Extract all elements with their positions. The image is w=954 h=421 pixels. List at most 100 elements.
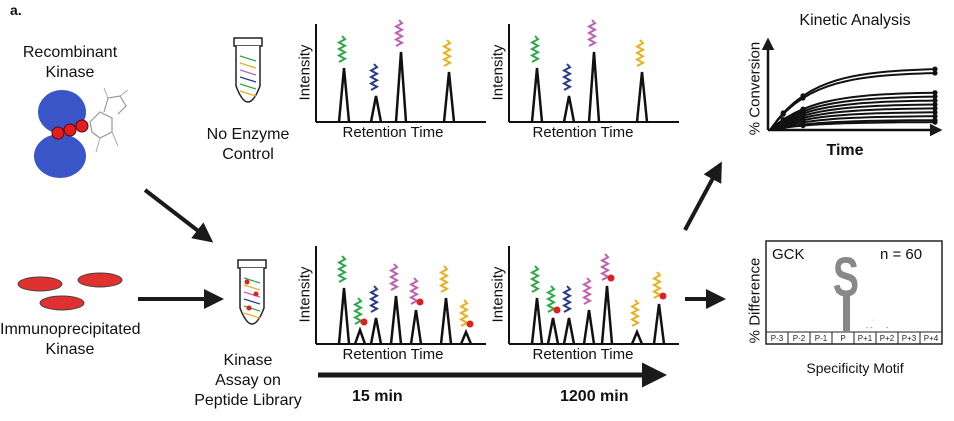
kinetic-point [932,105,938,112]
peptide-squiggle [529,35,541,63]
peptide-squiggle [352,297,364,325]
chrom-peak [635,71,649,123]
chrom-peak [409,309,423,345]
panel-label: a. [10,2,22,18]
motif-letter: S [833,246,859,309]
kinetic-curve [769,103,936,131]
chrom-peak [439,297,453,345]
no-enzyme-tube-icon [233,37,263,103]
phospho-dot [659,292,667,300]
chrom-peak [587,51,601,123]
kinetic-point [800,95,806,101]
chrom-peak [459,328,473,345]
motif-position-label: P-1 [815,334,828,343]
chromatogram-assay-15min [315,246,486,345]
chrom-peak [442,71,456,123]
peptide-squiggle [336,35,348,63]
chromatogram-control-early [315,19,486,123]
assay-label-line1: Kinase [223,352,273,369]
chrom-peak [389,295,403,345]
peptide-squiggle [629,299,641,327]
chrom-peak [562,317,576,345]
motif-stem [843,296,850,332]
kinetic-curve [769,115,935,131]
chrom-peak [546,317,560,345]
kinetic-point [932,90,938,96]
peptide-squiggle [336,255,348,283]
peptide-squiggle [388,263,400,291]
kinetic-curve [769,111,936,131]
motif-caption: Specificity Motif [806,360,904,376]
no-enzyme-label-line2: Control [222,146,274,163]
motif-position-label: P+4 [924,334,939,343]
chrom-d-xlabel: Retention Time [532,346,634,363]
recombinant-label-line2: Kinase [45,64,95,81]
motif-n-count: n = 60 [880,246,923,263]
peptide-squiggle [393,19,405,47]
peptide-squiggle [438,265,450,293]
assay-tube-icon [237,259,267,325]
chrom-peak [353,326,367,345]
kinetic-ylabel: % Conversion [746,41,764,136]
peptide-squiggle [441,39,453,67]
motif-position-axis: P-3 P-2 P-1 P P+1 P+2 P+3 P+4 [771,332,939,344]
no-enzyme-label-line1: No Enzyme [206,126,290,143]
peptide-squiggle [561,285,573,313]
peptide-squiggle [408,277,420,305]
specificity-motif-panel: P-3 P-2 P-1 P P+1 P+2 P+3 P+4 S - - · - [765,240,943,345]
immuno-label-line2: Kinase [45,341,95,358]
chrom-peak [530,297,544,345]
kinetic-curves [769,66,938,131]
recombinant-kinase-icon [34,87,129,178]
arrow-recombinant-to-assay [143,188,214,243]
kinetic-curve [769,72,936,131]
chrom-peak [530,67,544,123]
chrom-c-xlabel: Retention Time [342,346,444,363]
kinetic-curve [769,99,936,131]
chromatogram-assay-1200min [508,246,679,345]
phospho-dot [360,318,368,326]
chrom-peak [630,328,644,345]
peptide-squiggle [651,271,663,299]
motif-position-label: P+2 [880,334,895,343]
kinetic-point [800,122,806,129]
chrom-b-xlabel: Retention Time [532,124,634,141]
kinetic-point [932,109,938,115]
chrom-peak [652,303,666,345]
kinetic-point [780,125,786,131]
kinetic-point [780,111,786,117]
recombinant-label-line1: Recombinant [22,44,118,61]
peptide-squiggle [368,63,380,91]
kinetic-point [932,94,938,100]
peptide-squiggle [458,299,470,327]
peptide-squiggle [581,277,593,305]
motif-small-residues: - - · - [866,317,889,332]
kinetic-curve [769,107,936,131]
phospho-dot [553,306,561,314]
chrom-peak [600,285,614,345]
chrom-peak [337,287,351,345]
chrom-peak [394,51,408,123]
assay-label-line3: Peptide Library [194,392,302,409]
chrom-peak [582,309,596,345]
kinetic-curve [769,95,936,131]
immuno-label-line1: Immunoprecipitated [0,321,141,338]
kinetic-curve [769,91,936,131]
chrom-d-ylabel: Intensity [489,266,507,323]
peptide-squiggle [599,253,611,281]
svg-text:·: · [872,317,874,324]
chrom-a-ylabel: Intensity [296,44,314,101]
kinetic-curve [769,121,936,131]
chrom-b-ylabel: Intensity [489,44,507,101]
peptide-squiggle [634,39,646,67]
peptide-squiggle [529,265,541,293]
phospho-dot [416,298,424,306]
chrom-peak [337,67,351,123]
phospho-dot [466,320,474,328]
time-15-label: 15 min [352,388,403,405]
peptide-squiggle [545,285,557,313]
kinetic-curve [769,68,936,131]
kinetic-point [932,70,938,76]
motif-position-label: P+1 [858,334,873,343]
assay-label-line2: Assay on [215,372,281,389]
